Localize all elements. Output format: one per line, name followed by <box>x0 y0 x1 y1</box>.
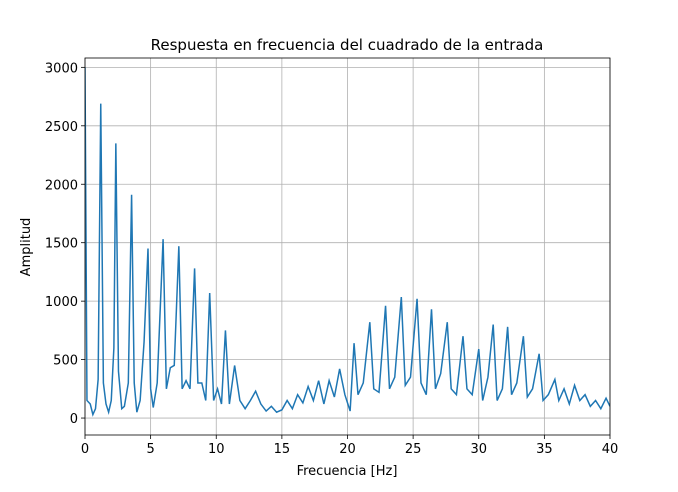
x-tick-label: 40 <box>602 442 619 457</box>
x-tick-label: 0 <box>81 442 89 457</box>
y-tick-label: 2000 <box>45 178 78 193</box>
x-tick-label: 25 <box>405 442 422 457</box>
y-tick-label: 1000 <box>45 295 78 310</box>
x-tick-label: 35 <box>536 442 553 457</box>
x-tick-label: 10 <box>208 442 225 457</box>
x-tick-label: 15 <box>274 442 291 457</box>
x-axis-label: Frecuencia [Hz] <box>297 464 398 479</box>
y-tick-label: 2500 <box>45 120 78 135</box>
y-axis-label: Amplitud <box>19 218 34 277</box>
y-tick-label: 1500 <box>45 237 78 252</box>
y-tick-label: 3000 <box>45 61 78 76</box>
y-tick-label: 0 <box>70 412 78 427</box>
chart-title: Respuesta en frecuencia del cuadrado de … <box>151 36 544 54</box>
x-tick-label: 30 <box>470 442 487 457</box>
data-line <box>85 67 610 417</box>
x-tick-label: 5 <box>146 442 154 457</box>
y-tick-label: 500 <box>53 354 78 369</box>
plot-frame <box>84 57 611 436</box>
x-tick-label: 20 <box>339 442 356 457</box>
